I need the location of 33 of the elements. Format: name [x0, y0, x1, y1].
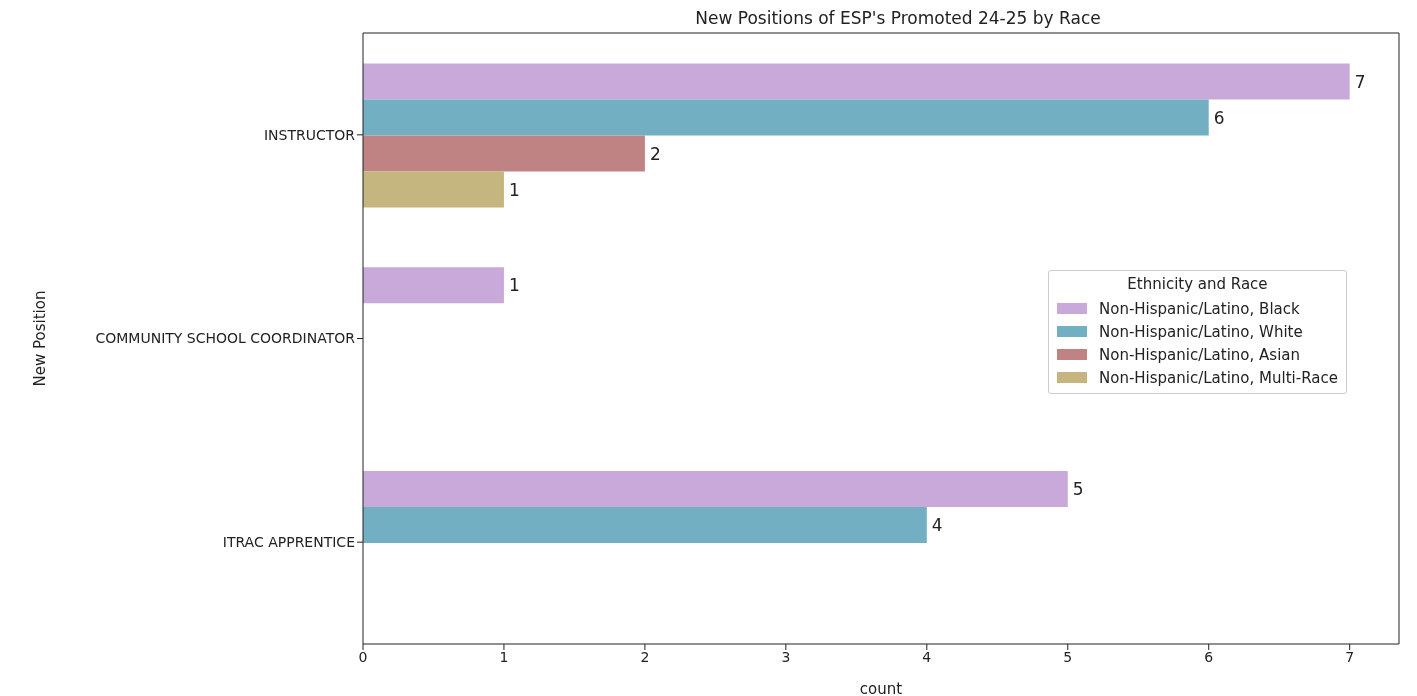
bar: [363, 99, 1209, 136]
data-label: 1: [508, 275, 520, 296]
y-axis-title: New Position: [31, 290, 50, 387]
legend-label: Non-Hispanic/Latino, White: [1099, 322, 1303, 341]
bar: [363, 135, 645, 172]
data-label: 7: [1354, 71, 1366, 92]
legend-label: Non-Hispanic/Latino, Asian: [1099, 345, 1301, 364]
x-axis-title: count: [859, 680, 903, 696]
x-tick-label: 5: [1063, 648, 1073, 665]
legend-label: Non-Hispanic/Latino, Black: [1099, 299, 1300, 318]
bar: [363, 171, 504, 208]
data-label: 2: [649, 143, 661, 164]
x-tick-label: 6: [1204, 648, 1214, 665]
data-label: 4: [931, 514, 943, 535]
data-label: 6: [1213, 107, 1225, 128]
bar: [363, 267, 504, 304]
x-tick-label: 0: [358, 648, 368, 665]
y-tick-label: ITRAC APPRENTICE: [222, 534, 355, 551]
bar: [363, 470, 1068, 507]
x-tick-label: 4: [922, 648, 932, 665]
legend-title: Ethnicity and Race: [1126, 275, 1269, 293]
data-label: 1: [508, 179, 520, 200]
chart-title: New Positions of ESP's Promoted 24-25 by Race: [694, 8, 1102, 30]
x-tick-label: 2: [640, 648, 650, 665]
bar: [363, 63, 1350, 100]
x-tick-label: 3: [781, 648, 791, 665]
y-tick-label: COMMUNITY SCHOOL COORDINATOR: [95, 330, 356, 347]
x-tick-label: 1: [499, 648, 509, 665]
legend-label: Non-Hispanic/Latino, Multi-Race: [1099, 368, 1338, 387]
x-tick-label: 7: [1345, 648, 1355, 665]
y-tick-label: INSTRUCTOR: [263, 126, 356, 143]
bar: [363, 506, 927, 543]
data-label: 5: [1072, 478, 1084, 499]
